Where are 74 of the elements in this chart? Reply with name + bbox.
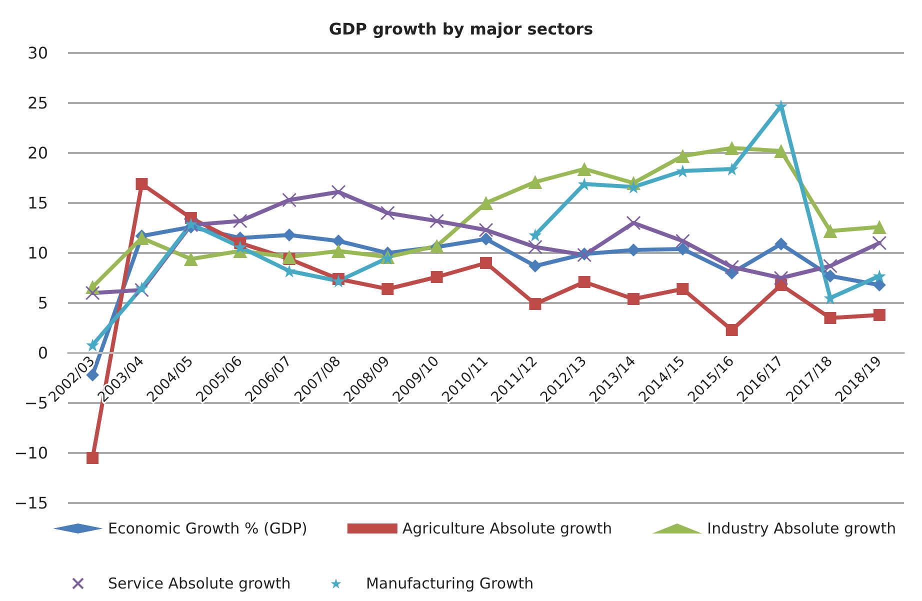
point: [234, 240, 247, 254]
point: [332, 234, 345, 248]
point: [528, 175, 542, 189]
point: [135, 282, 148, 294]
legend-label: Agriculture Absolute growth: [402, 520, 612, 538]
point: [282, 264, 296, 278]
point: [724, 260, 740, 274]
point: [578, 178, 591, 190]
point: [332, 274, 345, 288]
y-tick-label: −10: [14, 444, 48, 462]
point: [480, 232, 492, 246]
point: [726, 324, 738, 336]
point: [872, 220, 886, 234]
y-tick-label: −15: [14, 494, 48, 512]
point: [676, 149, 690, 163]
legend-label: Service Absolute growth: [108, 574, 291, 592]
point: [184, 252, 198, 266]
y-tick-label: 5: [38, 294, 48, 312]
point: [578, 276, 590, 288]
point: [626, 216, 641, 230]
point: [676, 242, 690, 256]
point: [774, 238, 788, 250]
point: [232, 214, 248, 228]
y-tick-label: 20: [28, 144, 48, 162]
point: [430, 214, 444, 228]
point: [872, 236, 887, 250]
point: [774, 100, 788, 112]
point: [382, 283, 394, 295]
point: [136, 178, 148, 190]
legend-label: Manufacturing Growth: [366, 574, 534, 592]
point: [282, 192, 297, 208]
point: [872, 278, 886, 292]
point: [282, 250, 296, 264]
point: [872, 270, 886, 282]
point: [86, 452, 99, 464]
point: [627, 244, 640, 256]
point: [676, 283, 689, 295]
point: [282, 228, 296, 242]
y-tick-label: 25: [28, 94, 48, 112]
point: [824, 270, 837, 282]
point: [529, 298, 542, 310]
legend-label: Industry Absolute growth: [707, 520, 896, 538]
point: [430, 271, 443, 283]
point: [86, 338, 100, 352]
point: [331, 184, 346, 200]
point: [627, 180, 640, 194]
point: [380, 206, 395, 220]
point: [528, 260, 542, 272]
point: [478, 222, 494, 238]
y-tick-label: 30: [28, 44, 48, 62]
point: [873, 309, 886, 321]
point: [479, 196, 493, 210]
point: [134, 282, 150, 298]
point: [824, 312, 836, 324]
y-tick-label: 0: [38, 344, 48, 362]
point: [628, 293, 640, 305]
y-tick-label: 10: [28, 244, 48, 262]
chart-title: GDP growth by major sectors: [328, 20, 594, 38]
point: [725, 162, 738, 176]
y-tick-label: −5: [24, 394, 48, 412]
point: [528, 240, 542, 254]
point: [85, 286, 100, 300]
point: [331, 244, 346, 258]
point: [822, 258, 838, 274]
point: [528, 228, 542, 242]
y-tick-label: 15: [28, 194, 48, 212]
legend-label: Economic Growth % (GDP): [108, 520, 308, 538]
point: [774, 270, 788, 286]
point: [774, 144, 788, 158]
point: [823, 224, 838, 238]
point: [577, 162, 592, 176]
point: [675, 234, 690, 248]
point: [724, 141, 739, 155]
point: [480, 257, 492, 269]
